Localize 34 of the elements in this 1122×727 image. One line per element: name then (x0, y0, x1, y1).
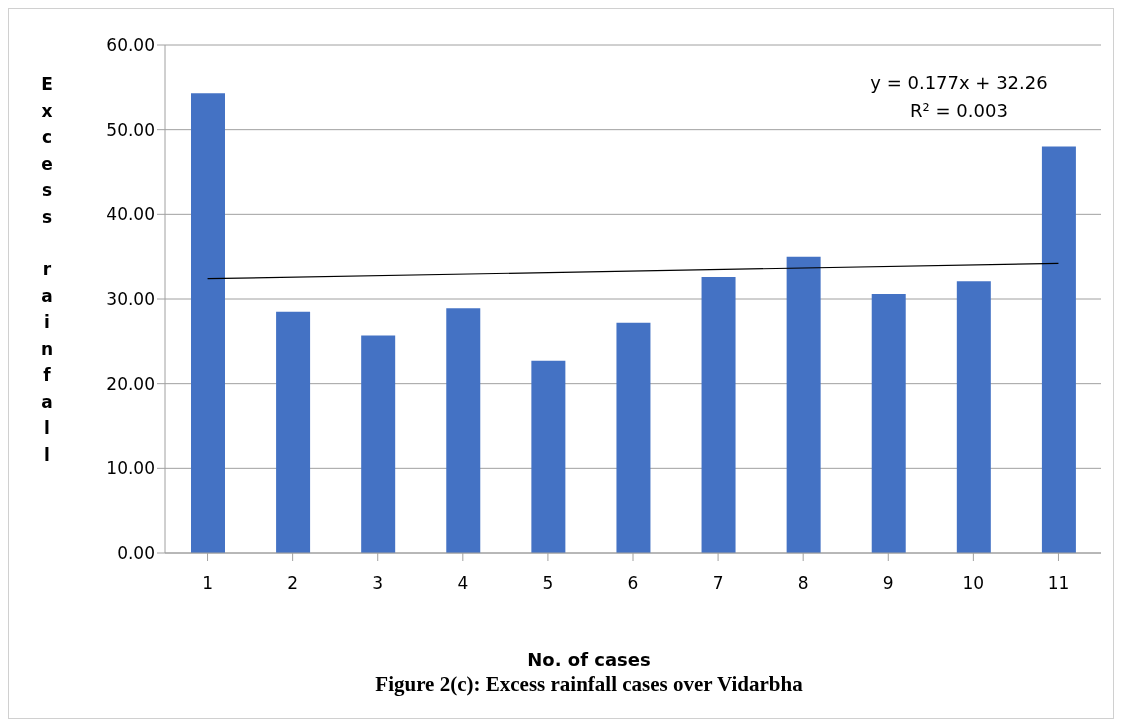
bar (276, 311, 311, 553)
x-tick-label: 1 (202, 573, 213, 594)
x-tick-label: 5 (542, 573, 554, 594)
x-tick-label: 4 (457, 573, 469, 594)
y-tick-label: 60.00 (106, 35, 155, 56)
bar (531, 360, 566, 553)
text: Figure 2(c): Excess rainfall cases over Vidarbha (374, 672, 804, 697)
bar (786, 256, 821, 553)
bar (361, 335, 396, 553)
bar (701, 276, 736, 553)
y-tick-label: 30.00 (106, 289, 155, 310)
bar (871, 293, 906, 553)
x-tick-label: 8 (797, 573, 809, 594)
annotation: R² = 0.003 (909, 99, 1009, 123)
x-tick-label: 9 (882, 573, 894, 594)
x-tick-label: 6 (627, 573, 639, 594)
bar (191, 93, 225, 553)
x-tick-label: 3 (372, 573, 384, 594)
y-tick-label: 50.00 (106, 119, 155, 140)
x-axis-title: No. of cases (526, 649, 652, 670)
bar (1041, 146, 1076, 553)
x-tick-label: 7 (712, 573, 724, 594)
y-tick-label: 40.00 (106, 204, 155, 225)
x-tick-label: 11 (1047, 573, 1070, 594)
annotation: y = 0.177x + 32.26 (869, 71, 1049, 95)
x-tick-label: 2 (287, 573, 299, 594)
y-tick-label: 20.00 (106, 373, 155, 394)
y-tick-label: 10.00 (106, 458, 155, 479)
x-tick-label: 10 (962, 573, 985, 594)
text: Excess rainfall (40, 74, 54, 465)
bar (616, 322, 651, 553)
bar (446, 308, 481, 553)
y-tick-label: 0.00 (117, 543, 155, 564)
bar (956, 281, 991, 553)
